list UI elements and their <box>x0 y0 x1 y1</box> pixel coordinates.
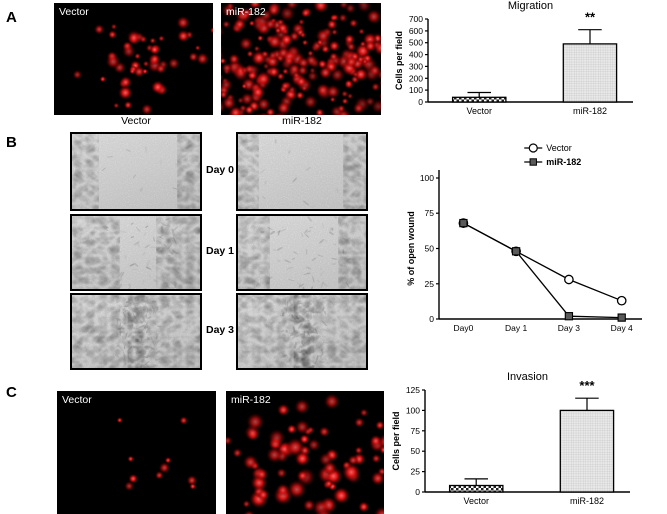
svg-text:75: 75 <box>425 208 435 218</box>
svg-text:Day0: Day0 <box>453 323 473 333</box>
svg-text:0: 0 <box>429 314 434 324</box>
svg-text:100: 100 <box>409 85 423 95</box>
svg-text:Vector: Vector <box>546 143 572 153</box>
svg-text:miR-182: miR-182 <box>546 157 581 167</box>
svg-text:50: 50 <box>411 446 421 456</box>
svg-text:50: 50 <box>425 244 435 254</box>
svg-text:0: 0 <box>418 97 423 107</box>
svg-text:***: *** <box>579 378 595 393</box>
svg-text:0: 0 <box>415 487 420 497</box>
svg-text:miR-182: miR-182 <box>573 106 607 116</box>
svg-text:700: 700 <box>409 14 423 24</box>
svg-text:400: 400 <box>409 50 423 60</box>
svg-text:Day 1: Day 1 <box>505 323 527 333</box>
svg-text:Vector: Vector <box>466 106 492 116</box>
svg-text:Migration: Migration <box>508 0 553 12</box>
svg-text:75: 75 <box>411 426 421 436</box>
svg-text:300: 300 <box>409 61 423 71</box>
svg-text:500: 500 <box>409 38 423 48</box>
svg-text:125: 125 <box>406 385 420 395</box>
svg-text:**: ** <box>585 10 596 25</box>
svg-text:Day 4: Day 4 <box>611 323 633 333</box>
svg-text:Vector: Vector <box>463 496 489 506</box>
svg-text:200: 200 <box>409 73 423 83</box>
svg-text:25: 25 <box>411 467 421 477</box>
svg-text:Cells per field: Cells per field <box>391 411 401 470</box>
svg-text:600: 600 <box>409 26 423 36</box>
svg-text:% of open wound: % of open wound <box>406 211 416 286</box>
svg-text:100: 100 <box>420 173 434 183</box>
svg-text:Day 3: Day 3 <box>558 323 580 333</box>
svg-text:Cells per field: Cells per field <box>394 31 404 90</box>
svg-text:miR-182: miR-182 <box>570 496 604 506</box>
svg-text:100: 100 <box>406 405 420 415</box>
svg-text:Invasion: Invasion <box>507 371 548 383</box>
svg-text:25: 25 <box>425 279 435 289</box>
